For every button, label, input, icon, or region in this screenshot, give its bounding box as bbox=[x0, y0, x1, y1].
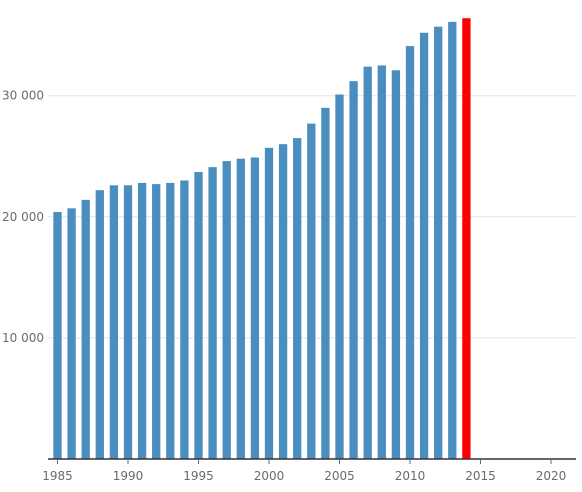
bar bbox=[194, 172, 203, 459]
x-tick-label: 1985 bbox=[42, 469, 73, 483]
bar bbox=[321, 107, 330, 459]
x-tick-label: 2015 bbox=[465, 469, 496, 483]
bar bbox=[377, 65, 386, 459]
bar-highlighted bbox=[462, 18, 471, 460]
bar bbox=[81, 199, 90, 459]
bar bbox=[349, 81, 358, 460]
bar bbox=[180, 180, 189, 460]
x-tick-label: 2005 bbox=[324, 469, 355, 483]
y-tick-label: 30 000 bbox=[2, 89, 44, 103]
bar bbox=[307, 123, 316, 459]
x-tick-label: 1995 bbox=[183, 469, 214, 483]
bar bbox=[448, 21, 457, 460]
bar bbox=[208, 167, 217, 459]
bar bbox=[166, 182, 175, 459]
x-tick-label: 2020 bbox=[536, 469, 567, 483]
bar bbox=[264, 147, 274, 459]
bar bbox=[95, 190, 104, 460]
bar bbox=[405, 46, 415, 460]
bar bbox=[137, 182, 147, 459]
bar bbox=[152, 184, 161, 460]
bar bbox=[67, 208, 76, 459]
bar bbox=[434, 26, 443, 459]
bar bbox=[391, 70, 401, 459]
y-axis-tick-labels: 10 000 20 000 30 000 bbox=[2, 89, 44, 345]
bars bbox=[53, 18, 471, 460]
x-tick-label: 1990 bbox=[113, 469, 144, 483]
bar bbox=[419, 32, 429, 460]
y-tick-label: 20 000 bbox=[2, 210, 44, 224]
x-tick-label: 2010 bbox=[395, 469, 426, 483]
bar bbox=[53, 211, 62, 459]
bar bbox=[335, 94, 344, 459]
bar bbox=[278, 144, 288, 459]
bar bbox=[236, 158, 245, 459]
bar bbox=[222, 161, 231, 459]
x-axis-ticks: 1985 1990 1995 2000 2005 2010 2015 2020 bbox=[42, 459, 566, 483]
bar bbox=[293, 138, 302, 459]
x-tick-label: 2000 bbox=[254, 469, 285, 483]
y-tick-label: 10 000 bbox=[2, 331, 44, 345]
bar bbox=[250, 157, 260, 459]
bar bbox=[363, 66, 372, 460]
bar bbox=[123, 185, 133, 459]
bar bbox=[109, 185, 119, 459]
